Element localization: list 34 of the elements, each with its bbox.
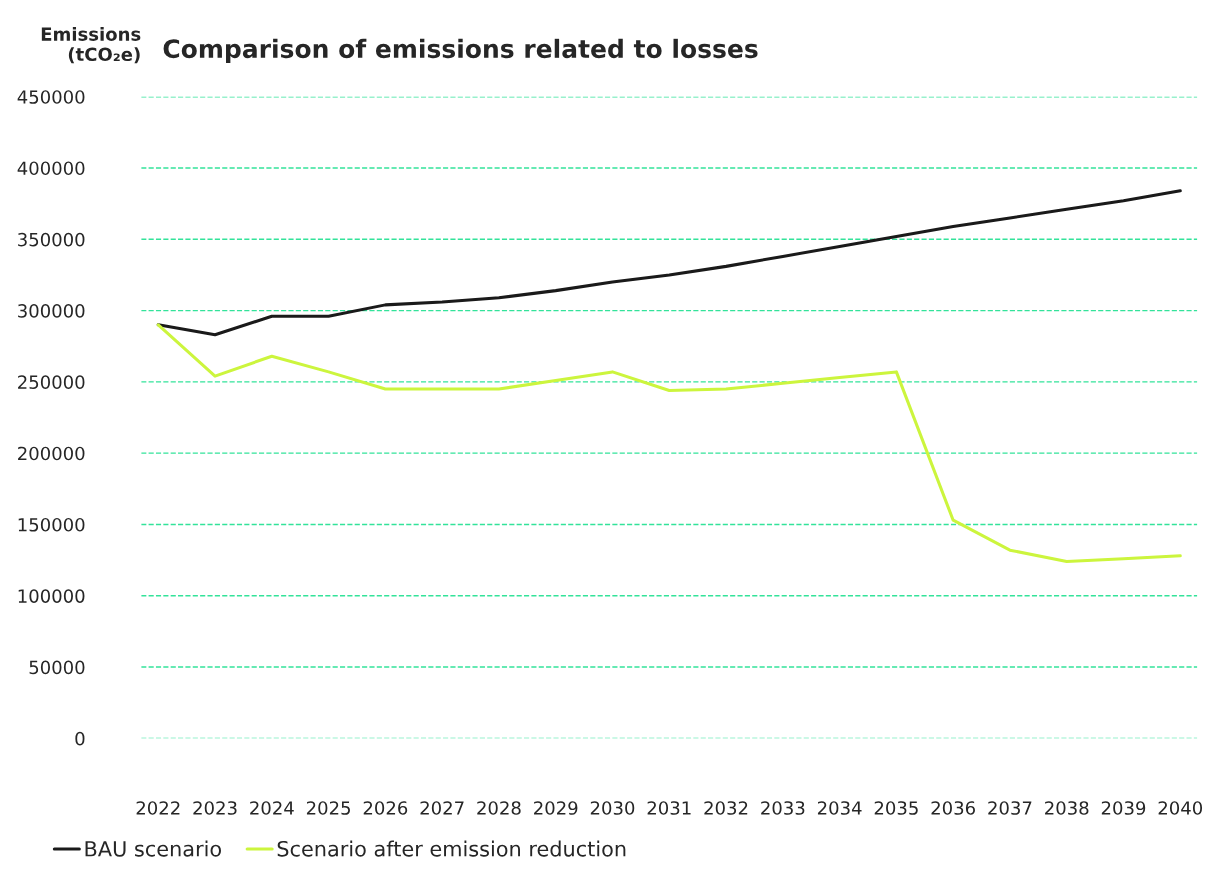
x-tick-label: 2024 [250, 801, 294, 815]
y-tick-label: 250000 [18, 375, 85, 389]
y-axis-title: Emissions (tCO₂e) [41, 26, 141, 64]
x-tick-label: 2033 [761, 801, 805, 815]
x-tick-label: 2038 [1045, 801, 1089, 815]
x-tick-label: 2034 [817, 801, 862, 815]
x-tick-label: 2022 [136, 801, 180, 815]
x-tick-label: 2029 [534, 801, 578, 815]
x-tick-label: 2031 [647, 801, 691, 815]
legend-label: Scenario after emission reduction [277, 840, 626, 857]
y-tick-label: 0 [75, 731, 85, 746]
x-tick-label: 2026 [363, 801, 408, 815]
x-tick-label: 2028 [477, 801, 521, 815]
y-tick-label: 450000 [17, 90, 85, 104]
x-tick-label: 2035 [874, 801, 918, 815]
y-tick-label: 100000 [18, 589, 85, 603]
y-tick-label: 350000 [18, 232, 85, 247]
x-tick-label: 2032 [704, 801, 748, 815]
y-tick-label: 300000 [18, 304, 85, 318]
y-tick-label: 400000 [17, 161, 85, 176]
x-tick-label: 2037 [988, 801, 1032, 815]
y-tick-label: 150000 [18, 517, 85, 532]
x-tick-label: 2025 [306, 801, 350, 815]
x-tick-label: 2023 [193, 801, 237, 815]
x-tick-label: 2040 [1158, 801, 1203, 815]
y-tick-label: 50000 [29, 660, 85, 675]
chart-title: Comparison of emissions related to losses [163, 38, 758, 63]
x-tick-label: 2036 [931, 801, 975, 815]
line-series [156, 323, 1182, 564]
legend-label: BAU scenario [85, 840, 221, 857]
x-tick-label: 2030 [590, 801, 635, 815]
x-tick-label: 2027 [420, 801, 464, 815]
x-tick-label: 2039 [1101, 801, 1146, 815]
y-tick-label: 200000 [18, 446, 85, 461]
